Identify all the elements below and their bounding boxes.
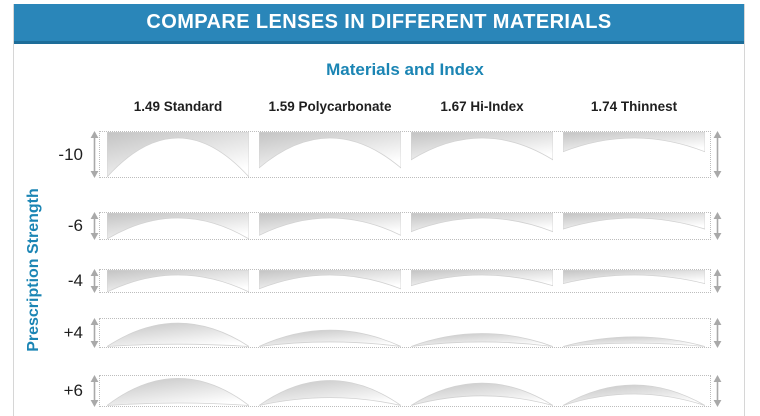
- lens-graphic--6-col2: [411, 213, 553, 233]
- lens-row-box: [99, 318, 711, 348]
- lens-graphic--4-col0: [107, 270, 249, 292]
- right-thickness-arrow: [713, 318, 722, 348]
- lens-graphic-+6-col0: [107, 378, 249, 406]
- lens-graphic--4-col2: [411, 270, 553, 287]
- lens-row-box: [99, 375, 711, 407]
- page-title: COMPARE LENSES IN DIFFERENT MATERIALS: [14, 4, 744, 44]
- lens-graphic-+4-col1: [259, 329, 401, 347]
- lens-graphic--6-col0: [107, 213, 249, 239]
- right-thickness-arrow: [713, 375, 722, 407]
- lens-graphic-+6-col2: [411, 382, 553, 406]
- lens-graphic--6-col1: [259, 213, 401, 236]
- left-thickness-arrow: [90, 269, 99, 293]
- subtitle: Materials and Index: [326, 60, 484, 79]
- row-label: +4: [63, 323, 83, 342]
- right-thickness-arrow: [713, 212, 722, 240]
- lens-graphic-+6-col3: [563, 384, 705, 406]
- lens-graphic-+4-col3: [563, 336, 705, 347]
- row-label: -6: [67, 216, 83, 235]
- lens-graphic--6-col3: [563, 213, 705, 230]
- row-label: +6: [63, 381, 83, 400]
- lens-row-box: [99, 269, 711, 293]
- lens-graphic--4-col1: [259, 270, 401, 290]
- column-header-3: 1.74 Thinnest: [590, 99, 678, 114]
- lens-graphic--10-col2: [411, 132, 553, 161]
- lens-graphic--10-col0: [107, 132, 249, 177]
- lens-graphic-+4-col0: [107, 322, 249, 347]
- left-thickness-arrow: [90, 375, 99, 407]
- right-thickness-arrow: [713, 269, 722, 293]
- lens-row-box: [99, 212, 711, 240]
- column-header-0: 1.49 Standard: [133, 99, 223, 114]
- row-label: -10: [58, 144, 83, 164]
- left-thickness-arrow: [90, 131, 99, 178]
- lens-graphic-+6-col1: [259, 380, 401, 406]
- column-header-2: 1.67 Hi-Index: [440, 99, 524, 114]
- left-thickness-arrow: [90, 212, 99, 240]
- row-label: -4: [67, 271, 83, 290]
- compare-panel: COMPARE LENSES IN DIFFERENT MATERIALS Ma…: [13, 4, 745, 416]
- lens-graphic-+4-col2: [411, 333, 553, 347]
- lens-graphic--4-col3: [563, 270, 705, 285]
- right-thickness-arrow: [713, 131, 722, 178]
- left-thickness-arrow: [90, 318, 99, 348]
- lens-row-box: [99, 131, 711, 178]
- lens-graphic--10-col3: [563, 132, 705, 153]
- column-header-1: 1.59 Polycarbonate: [268, 99, 392, 114]
- lens-graphic--10-col1: [259, 132, 401, 169]
